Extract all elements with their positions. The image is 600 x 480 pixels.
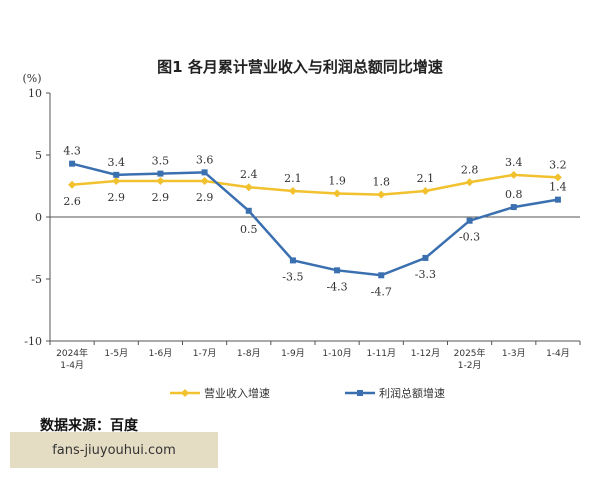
series-2-point (157, 170, 164, 177)
series-1-point (68, 180, 77, 189)
data-label: 0.5 (240, 223, 258, 236)
series-line-2 (71, 162, 559, 277)
data-label: 1.8 (373, 176, 391, 189)
data-labels: 2.6 2.9 2.9 2.9 2.4 2.1 1.9 1.8 2.1 2.8 3.4 3.2 4.3 3… (63, 145, 566, 299)
series-1-point (156, 177, 165, 186)
x-tick-label: 1-5月 (104, 348, 128, 359)
series-1-point (553, 173, 562, 182)
data-label: 2.9 (108, 191, 126, 204)
data-label: -3.5 (282, 270, 303, 283)
watermark: fans-jiuyouhui.com (10, 432, 218, 468)
series-1-point (288, 186, 297, 195)
series-1-point (200, 177, 209, 186)
legend: 营业收入增速 利润总额增速 (170, 386, 445, 400)
data-label: 2.4 (240, 168, 258, 181)
legend-label-2: 利润总额增速 (379, 386, 445, 400)
data-label: -0.3 (459, 231, 480, 244)
series-2-point (334, 267, 341, 274)
data-label: 2.9 (196, 191, 214, 204)
data-label: 1.9 (328, 174, 346, 187)
series-layer (68, 160, 562, 279)
data-label: 2.1 (284, 172, 302, 185)
data-label: -4.7 (371, 285, 392, 298)
data-label: 2.6 (63, 195, 81, 208)
axes: 10 5 0 -5 -10 2024年 1-4月 1-5月 1-6月 1-7月 1-8月 1-9月 1-… (24, 87, 581, 371)
data-label: 2.9 (152, 191, 170, 204)
y-tick-label: 0 (35, 211, 42, 224)
chart-title: 图1 各月累计营业收入与利润总额同比增速 (157, 58, 443, 76)
legend-label-1: 营业收入增速 (204, 386, 270, 400)
x-tick-label: 1-3月 (502, 348, 526, 359)
series-1-point (421, 186, 430, 195)
series-1-point (244, 183, 253, 192)
data-label: 3.5 (152, 155, 170, 168)
x-tick-label: 1-8月 (237, 348, 261, 359)
x-tick-label: 1-6月 (149, 348, 173, 359)
data-label: 3.4 (505, 156, 523, 169)
series-2-point (422, 254, 429, 261)
x-tick-label: 1-10月 (322, 348, 351, 359)
series-2-point (510, 204, 517, 211)
data-label: 2.1 (417, 172, 435, 185)
y-tick-label: -10 (24, 335, 42, 348)
series-1-point (112, 177, 121, 186)
data-label: -3.3 (415, 268, 436, 281)
x-tick-label: 1-11月 (367, 348, 396, 359)
y-tick-label: 10 (28, 87, 42, 100)
series-2-point (113, 171, 120, 178)
data-label: 4.3 (63, 145, 81, 158)
x-tick-label: 2025年 1-2月 (454, 347, 486, 371)
legend-marker-1 (181, 389, 189, 397)
legend-marker-2 (357, 390, 363, 396)
series-1-point (377, 190, 386, 199)
series-2-point (289, 257, 296, 264)
series-2-point (201, 169, 208, 176)
series-1-point (333, 189, 342, 198)
x-tick-label: 1-9月 (281, 348, 305, 359)
series-line-1 (71, 173, 558, 196)
series-2-point (466, 217, 473, 224)
series-2-point (554, 196, 561, 203)
x-tick-label: 1-12月 (411, 348, 440, 359)
y-tick-label: -5 (31, 273, 42, 286)
y-tick-label: 5 (35, 149, 42, 162)
x-tick-label: 1-4月 (546, 348, 570, 359)
data-label: 2.8 (461, 163, 479, 176)
series-2-point (245, 207, 252, 214)
data-label: 3.2 (549, 158, 567, 171)
data-label: 3.4 (108, 156, 126, 169)
series-2-point (69, 160, 76, 167)
data-label: 0.8 (505, 188, 523, 201)
data-label: 3.6 (196, 153, 214, 166)
data-label: 1.4 (549, 181, 567, 194)
x-tick-label: 2024年 1-4月 (56, 347, 88, 371)
source-note: 数据来源：百度 (40, 418, 138, 434)
data-label: -4.3 (326, 280, 347, 293)
y-unit-label: (%) (22, 72, 41, 85)
series-2-point (378, 272, 385, 279)
series-1-point (465, 178, 474, 187)
chart: 图1 各月累计营业收入与利润总额同比增速 (%) 10 5 0 -5 -10 2024年 1… (22, 58, 581, 400)
series-1-point (509, 170, 518, 179)
x-tick-label: 1-7月 (193, 348, 217, 359)
